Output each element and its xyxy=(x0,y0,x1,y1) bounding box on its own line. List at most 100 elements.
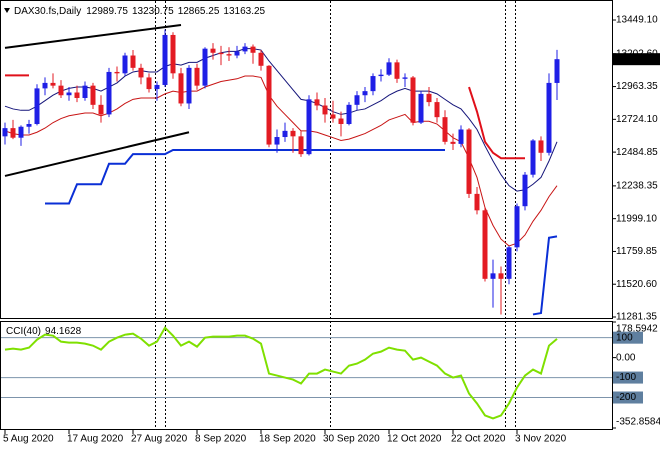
candle-body xyxy=(394,62,400,79)
cci-tick-label: -352.8584 xyxy=(616,417,660,428)
candle-body xyxy=(258,52,264,66)
current-price-box xyxy=(612,53,660,66)
candle-body xyxy=(482,210,488,279)
cci-tick-label: 0.00 xyxy=(616,352,636,363)
candle-body xyxy=(362,91,368,96)
candle-body xyxy=(10,128,16,138)
candle-body xyxy=(34,88,40,125)
candle-body xyxy=(530,140,536,175)
candle-body xyxy=(306,99,312,155)
candle-body xyxy=(514,206,520,248)
candle-body xyxy=(330,114,336,119)
candle-body xyxy=(146,77,152,90)
candle-body xyxy=(410,77,416,123)
x-tick-label: 27 Aug 2020 xyxy=(131,434,188,445)
candle-body xyxy=(18,126,24,138)
cci-level-box xyxy=(613,331,643,344)
candle-body xyxy=(434,102,440,118)
main-frame xyxy=(0,0,613,319)
candle-body xyxy=(274,137,280,145)
indicator-line xyxy=(5,74,525,160)
cci-tick-label: -200 xyxy=(616,392,636,403)
candle-body xyxy=(114,71,120,74)
candle-body xyxy=(82,85,88,98)
candle-body xyxy=(218,52,224,55)
current-price-label: 13163.25 xyxy=(615,54,657,65)
vertical-markers xyxy=(155,1,516,429)
x-tick-label: 17 Aug 2020 xyxy=(67,434,124,445)
candle-body xyxy=(42,82,48,89)
cci-tick-label: 178.5942 xyxy=(616,324,658,335)
x-tick-label: 8 Sep 2020 xyxy=(195,434,247,445)
candle-body xyxy=(178,73,184,104)
candle-body xyxy=(466,129,472,194)
candle-body xyxy=(50,82,56,86)
indicator-line xyxy=(45,149,558,316)
header-arrow xyxy=(4,8,10,13)
x-tick-label: 12 Oct 2020 xyxy=(387,434,442,445)
candle-body xyxy=(162,34,168,85)
candle-body xyxy=(290,130,296,137)
candle-body xyxy=(58,85,64,96)
candle-body xyxy=(242,46,248,52)
x-tick-label: 18 Sep 2020 xyxy=(259,434,316,445)
candle-body xyxy=(418,93,424,123)
candle-body xyxy=(338,118,344,125)
cci-level-box xyxy=(613,391,643,404)
ohlc-close: 13163.25 xyxy=(223,6,265,17)
candle-body xyxy=(130,55,136,68)
cci-tick-label: 100 xyxy=(616,332,633,343)
cci-header: CCI(40) 94.1628 xyxy=(6,326,82,337)
candle-body xyxy=(226,54,232,56)
ohlc-open: 12989.75 xyxy=(86,6,128,17)
candle-body xyxy=(458,129,464,144)
indicator-line xyxy=(4,75,558,247)
candle-body xyxy=(546,82,552,153)
candle-body xyxy=(474,193,480,211)
candle-body xyxy=(98,104,104,115)
y-tick-label: 12963.35 xyxy=(616,81,658,92)
candle-body xyxy=(170,34,176,74)
candle-body xyxy=(538,140,544,153)
candle-body xyxy=(370,76,376,92)
candle-body xyxy=(354,95,360,105)
symbol: DAX30.fs,Daily xyxy=(14,6,81,17)
x-tick-label: 5 Aug 2020 xyxy=(3,434,54,445)
ohlc-high: 13230.75 xyxy=(132,6,174,17)
ohlc-low: 12865.25 xyxy=(178,6,220,17)
y-tick-label: 11759.85 xyxy=(616,246,657,257)
trend-line xyxy=(4,131,190,177)
candle-body xyxy=(554,59,560,83)
candle-body xyxy=(66,92,72,96)
candle-body xyxy=(386,62,392,75)
candle-body xyxy=(426,93,432,103)
candle-body xyxy=(2,128,8,137)
cci-line xyxy=(4,326,558,420)
candle-body xyxy=(346,104,352,125)
candle-body xyxy=(298,136,304,155)
candle-body xyxy=(378,74,384,77)
candle-body xyxy=(314,99,320,106)
x-tick-label: 30 Sep 2020 xyxy=(323,434,380,445)
candle-body xyxy=(202,48,208,86)
cci-label: CCI(40) xyxy=(6,326,41,337)
cci-frame xyxy=(0,321,613,430)
candle-body xyxy=(490,273,496,279)
candle-body xyxy=(74,92,80,98)
candle-body xyxy=(498,273,504,279)
candle-body xyxy=(186,67,192,104)
x-tick-label: 22 Oct 2020 xyxy=(451,434,506,445)
candle-body xyxy=(26,124,32,127)
candle-body xyxy=(442,117,448,142)
y-tick-label: 12724.10 xyxy=(616,114,658,125)
candle-body xyxy=(506,247,512,279)
candle-body xyxy=(402,77,408,79)
candle-body xyxy=(522,174,528,207)
candle-body xyxy=(138,67,144,78)
y-tick-label: 11281.35 xyxy=(616,312,657,323)
y-tick-label: 11520.60 xyxy=(616,279,657,290)
candle-body xyxy=(234,51,240,56)
candle-body xyxy=(106,71,112,115)
candle-body xyxy=(154,84,160,90)
candle-body xyxy=(122,55,128,74)
